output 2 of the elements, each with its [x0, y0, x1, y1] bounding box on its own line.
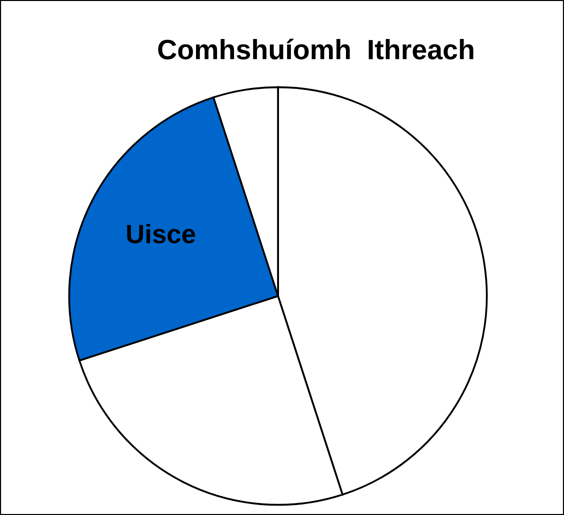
slice-label: Uisce	[127, 224, 196, 244]
chart-title: Comhshuíomh Ithreach	[158, 38, 474, 60]
